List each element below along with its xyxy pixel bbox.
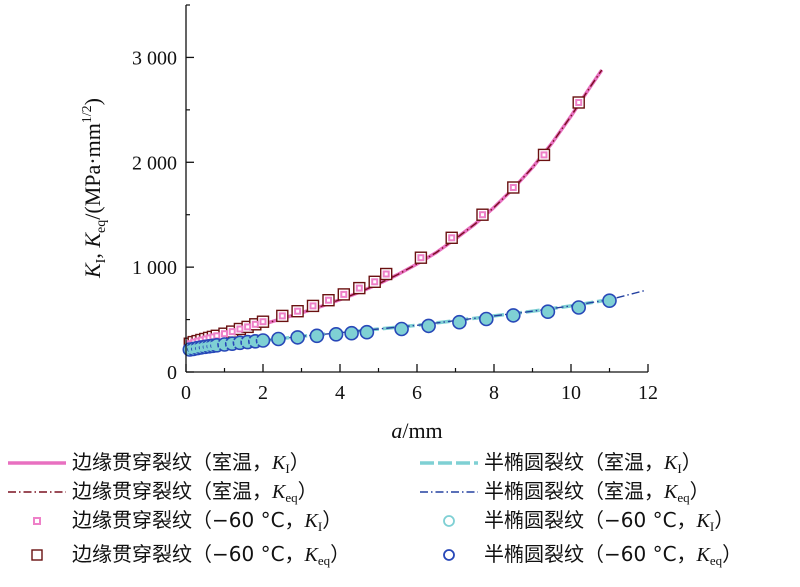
data-point-edge_m60_ki: [228, 328, 236, 336]
data-point-semi_m60_ki: [543, 307, 553, 317]
plot-area: [182, 69, 645, 357]
data-point-semi_m60_ki: [397, 324, 406, 334]
y-axis-title: KI, Keq/(MPa·mm1/2): [80, 98, 109, 279]
data-point-edge_m60_ki: [325, 296, 332, 304]
data-point-semi_m60_ki: [274, 334, 283, 344]
data-point-semi_m60_ki: [605, 296, 614, 306]
data-point-edge_m60_ki: [236, 325, 244, 333]
axes: 0 2 4 6 8 10 12 0 1 000 2 000 3 000 a/mm KI, Keq/(MP…: [80, 4, 658, 443]
legend-swatch: [443, 515, 455, 527]
x-axis-title: a/mm: [391, 418, 442, 443]
data-point-semi_m60_keq: [328, 326, 344, 342]
data-point-semi_m60_keq: [478, 311, 494, 327]
legend-label: 半椭圆裂纹（−60 °C，KI）: [484, 508, 734, 534]
y-tick-label: 3 000: [132, 47, 177, 69]
legend-item-edge_m60_ki: 边缘贯穿裂纹（−60 °C，KI）: [33, 508, 342, 534]
series-line-edge_rt_keq: [185, 69, 603, 344]
legend-item-edge_m60_keq: 边缘贯穿裂纹（−60 °C，Keq）: [31, 542, 350, 568]
data-point-semi_m60_keq: [309, 328, 325, 344]
legend-swatch: [443, 549, 455, 561]
data-point-edge_m60_ki: [540, 151, 548, 159]
data-point-edge_m60_ki: [244, 323, 252, 331]
legend-swatch: [31, 549, 43, 561]
data-point-edge_m60_ki: [278, 312, 286, 320]
legend-label: 半椭圆裂纹（−60 °C，Keq）: [484, 542, 742, 568]
data-point-semi_m60_ki: [424, 321, 433, 331]
data-point-semi_m60_ki: [189, 344, 198, 354]
legend-label: 半椭圆裂纹（室温，Keq）: [484, 479, 710, 505]
legend-item-semi_m60_ki: 半椭圆裂纹（−60 °C，KI）: [443, 508, 734, 534]
data-point-semi_m60_ki: [347, 328, 356, 338]
data-point-edge_m60_ki: [340, 290, 348, 298]
data-point-edge_m60_ki: [309, 302, 317, 310]
legend-item-edge_rt_keq: 边缘贯穿裂纹（室温，Keq）: [8, 479, 318, 505]
data-point-semi_m60_keq: [290, 330, 305, 345]
legend: 边缘贯穿裂纹（室温，KI） 半椭圆裂纹（室温，KI） 边缘贯穿裂纹（室温，Keq） 半…: [8, 450, 742, 568]
legend-label: 边缘贯穿裂纹（室温，Keq）: [72, 479, 318, 505]
data-point-semi_m60_keq: [505, 308, 521, 323]
x-tick-label: 0: [181, 382, 191, 404]
data-point-semi_m60_keq: [421, 318, 436, 334]
y-tick-label: 2 000: [132, 152, 177, 174]
y-tick-label: 0: [167, 362, 177, 384]
data-point-semi_m60_ki: [455, 317, 464, 327]
y-tick-label: 1 000: [132, 257, 177, 279]
data-point-edge_m60_ki: [382, 270, 390, 278]
data-point-edge_m60_ki: [355, 284, 363, 292]
legend-label: 边缘贯穿裂纹（室温，KI）: [72, 450, 310, 476]
data-point-semi_m60_ki: [362, 327, 372, 337]
data-point-semi_m60_ki: [331, 329, 341, 339]
data-point-semi_m60_ki: [312, 331, 322, 341]
legend-swatch: [33, 517, 41, 525]
data-point-semi_m60_keq: [271, 331, 286, 347]
data-point-semi_m60_keq: [394, 321, 409, 337]
x-tick-label: 6: [412, 382, 422, 404]
data-point-semi_m60_ki: [508, 311, 518, 320]
data-point-edge_m60_ki: [448, 234, 456, 242]
series-line-edge_rt_ki: [185, 69, 604, 345]
data-point-edge_m60_ki: [417, 254, 425, 262]
data-point-edge_m60_ki: [575, 99, 583, 106]
x-tick-label: 12: [638, 382, 658, 404]
data-point-semi_m60_ki: [258, 336, 268, 345]
data-point-semi_m60_ki: [204, 341, 214, 351]
data-point-edge_m60_ki: [259, 318, 267, 326]
data-point-edge_m60_ki: [479, 211, 486, 219]
x-tick-label: 10: [561, 382, 581, 404]
legend-label: 边缘贯穿裂纹（−60 °C，KI）: [72, 508, 342, 534]
legend-label: 半椭圆裂纹（室温，KI）: [484, 450, 702, 476]
x-tick-label: 2: [258, 382, 268, 404]
data-point-semi_m60_keq: [540, 304, 556, 320]
data-point-semi_m60_ki: [193, 343, 202, 353]
legend-item-semi_rt_keq: 半椭圆裂纹（室温，Keq）: [420, 479, 710, 505]
data-point-semi_m60_keq: [452, 314, 467, 330]
legend-item-semi_rt_ki: 半椭圆裂纹（室温，KI）: [420, 450, 702, 476]
data-point-edge_m60_ki: [213, 332, 221, 340]
legend-label: 边缘贯穿裂纹（−60 °C，Keq）: [72, 542, 350, 568]
x-tick-label: 8: [489, 382, 499, 404]
data-point-semi_m60_ki: [574, 303, 584, 312]
data-point-edge_m60_ki: [251, 320, 259, 328]
data-point-semi_m60_keq: [255, 333, 271, 348]
data-point-edge_m60_ki: [371, 278, 379, 286]
data-point-semi_m60_ki: [197, 343, 206, 352]
data-point-semi_m60_ki: [481, 314, 491, 324]
x-tick-label: 4: [335, 382, 345, 404]
legend-item-semi_m60_keq: 半椭圆裂纹（−60 °C，Keq）: [443, 542, 742, 568]
data-point-edge_m60_ki: [509, 184, 517, 191]
data-point-edge_m60_ki: [294, 307, 302, 315]
data-point-semi_m60_ki: [208, 341, 218, 351]
data-point-semi_m60_keq: [344, 325, 359, 341]
data-point-edge_m60_ki: [221, 330, 228, 338]
data-point-semi_m60_keq: [571, 300, 587, 315]
legend-item-edge_rt_ki: 边缘贯穿裂纹（室温，KI）: [8, 450, 310, 476]
data-point-semi_m60_ki: [293, 333, 302, 342]
data-point-semi_m60_keq: [602, 293, 617, 309]
data-point-semi_m60_keq: [359, 324, 375, 340]
